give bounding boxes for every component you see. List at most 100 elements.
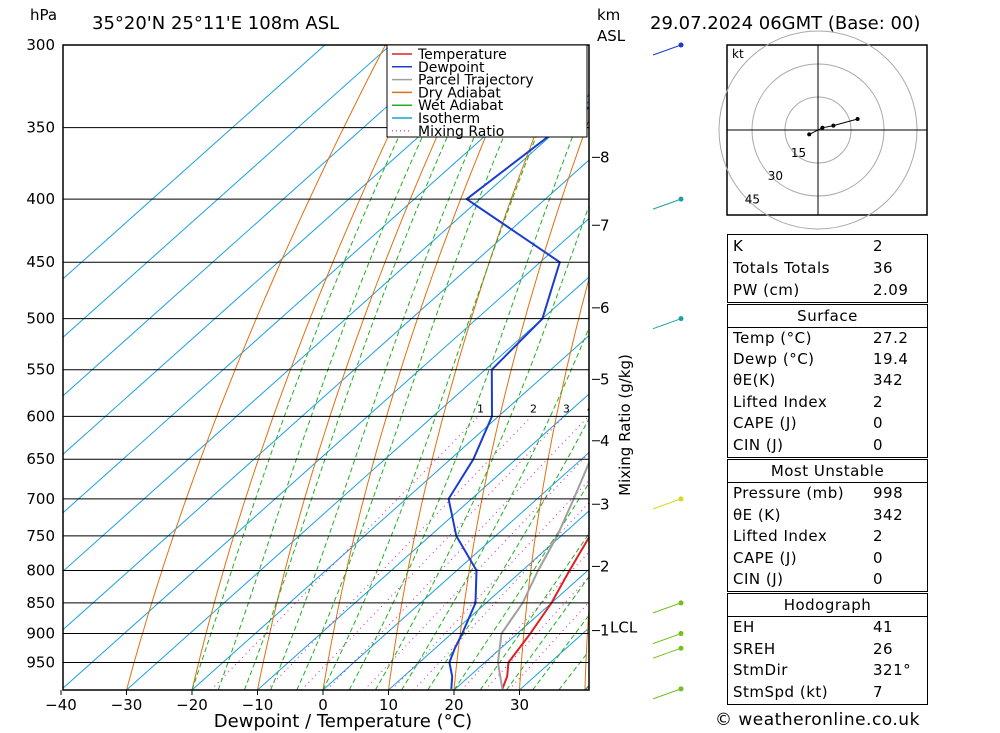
temp-tick-label: −10: [242, 696, 274, 714]
km-tick-label: 3: [600, 495, 610, 513]
stat-row: EH 41: [728, 617, 927, 638]
stat-key: θE (K): [733, 506, 781, 524]
temp-tick-label: 0: [318, 696, 328, 714]
wet-adiabat-line: [296, 45, 543, 690]
hodograph-ring-label: 45: [745, 192, 760, 206]
stat-row: Dewp (°C) 19.4: [728, 349, 927, 370]
isotherm-line: [388, 510, 589, 690]
isotherm-line: [126, 276, 589, 690]
stat-row: θE(K) 342: [728, 370, 927, 391]
wind-barb-staff: [652, 318, 682, 330]
temp-tick-label: 30: [510, 696, 529, 714]
km-tick-label: 6: [600, 299, 610, 317]
mixing-ratio-label: 1: [477, 402, 484, 415]
stat-key: Totals Totals: [733, 259, 830, 277]
credit-link[interactable]: © weatheronline.co.uk: [715, 710, 920, 730]
stat-key: CAPE (J): [733, 414, 798, 432]
mixing-ratio-line: [326, 415, 589, 690]
stat-row: CIN (J) 0: [728, 435, 927, 456]
series-parcel-trajectory: [496, 460, 589, 690]
asl-unit-label: ASL: [597, 27, 626, 45]
legend-label: Dewpoint: [418, 60, 485, 76]
pressure-tick-label: 950: [26, 654, 55, 672]
temp-tick-label: 20: [444, 696, 463, 714]
wet-adiabat-line: [453, 482, 589, 690]
pressure-tick-label: 400: [26, 190, 55, 208]
pressure-tick-label: 650: [26, 450, 55, 468]
stat-value: 2: [873, 237, 884, 255]
stat-row: CIN (J) 0: [728, 569, 927, 590]
mixing-ratio-line: [364, 452, 589, 690]
stat-row: CAPE (J) 0: [728, 413, 927, 434]
wind-barb-staff: [652, 198, 682, 210]
km-tick-label: 4: [600, 432, 610, 450]
stat-key: Temp (°C): [733, 329, 812, 347]
mixing-ratio-label: 4: [587, 402, 594, 415]
isotherm-line: [322, 451, 589, 690]
divider: [728, 482, 927, 483]
stat-row: SREH 26: [728, 639, 927, 660]
stat-key: Lifted Index: [733, 527, 828, 545]
pressure-tick-label: 500: [26, 310, 55, 328]
section-title: Hodograph: [783, 596, 872, 614]
isotherm-line: [63, 159, 589, 631]
isotherm-line: [63, 45, 457, 397]
mixing-ratio-line: [508, 601, 589, 690]
stat-value: 2: [873, 527, 884, 545]
pressure-tick-label: 900: [26, 625, 55, 643]
isotherm-line: [63, 45, 326, 280]
km-tick-label: 7: [600, 216, 610, 234]
km-tick-label: 8: [600, 148, 610, 166]
x-axis-label: Dewpoint / Temperature (°C): [214, 711, 472, 732]
stat-row: Totals Totals 36: [728, 258, 927, 279]
stat-value: 7: [873, 683, 884, 701]
wet-adiabat-line: [348, 92, 589, 690]
stat-value: 342: [873, 506, 904, 524]
mixing-ratio-label: 3: [563, 402, 570, 415]
mixing-ratio-line: [391, 479, 589, 690]
stat-row: Pressure (mb) 998: [728, 483, 927, 504]
stat-value: 0: [873, 549, 884, 567]
stat-value: 0: [873, 414, 884, 432]
stat-key: PW (cm): [733, 281, 800, 299]
series-temperature: [501, 535, 589, 690]
hodograph-ring-label: 15: [791, 146, 806, 160]
km-unit-label: km: [597, 6, 620, 24]
stat-value: 321°: [873, 661, 912, 679]
mixing-ratio-line: [484, 575, 589, 690]
mixing-ratio-label: 2: [530, 402, 537, 415]
stat-value: 26: [873, 640, 894, 658]
mixing-ratio-line: [266, 415, 532, 690]
stat-value: 2.09: [873, 281, 909, 299]
stat-row: Lifted Index 2: [728, 526, 927, 547]
mixing-ratio-label: 16: [710, 402, 724, 415]
stat-key: Dewp (°C): [733, 350, 815, 368]
wet-adiabat-line: [270, 45, 515, 690]
isotherm-line: [63, 100, 589, 572]
legend-label: Mixing Ratio: [418, 124, 504, 140]
stat-key: CIN (J): [733, 436, 784, 454]
wet-adiabat-line: [532, 614, 589, 690]
wind-barb-staff: [652, 688, 682, 700]
stat-key: SREH: [733, 640, 776, 658]
wind-barb-staff: [652, 498, 682, 510]
wet-adiabat-line: [505, 575, 589, 690]
temp-tick-label: −40: [45, 696, 77, 714]
hodograph-ring-label: 30: [768, 169, 783, 183]
legend-label: Parcel Trajectory: [418, 73, 534, 89]
stats-hodograph-table: Hodograph EH 41 SREH 26 StmDir 321° StmSpd …: [727, 593, 928, 705]
stat-row: θE (K) 342: [728, 505, 927, 526]
divider: [728, 616, 927, 617]
mixing-ratio-label: 8: [648, 402, 655, 415]
plot-frame: [62, 44, 590, 691]
km-tick-label: 1: [600, 622, 610, 640]
hodograph-trace: [808, 118, 858, 135]
stat-key: K: [733, 237, 744, 255]
legend-label: Wet Adiabat: [418, 98, 504, 114]
dry-adiabat-line: [191, 45, 433, 690]
pressure-tick-label: 350: [26, 119, 55, 137]
